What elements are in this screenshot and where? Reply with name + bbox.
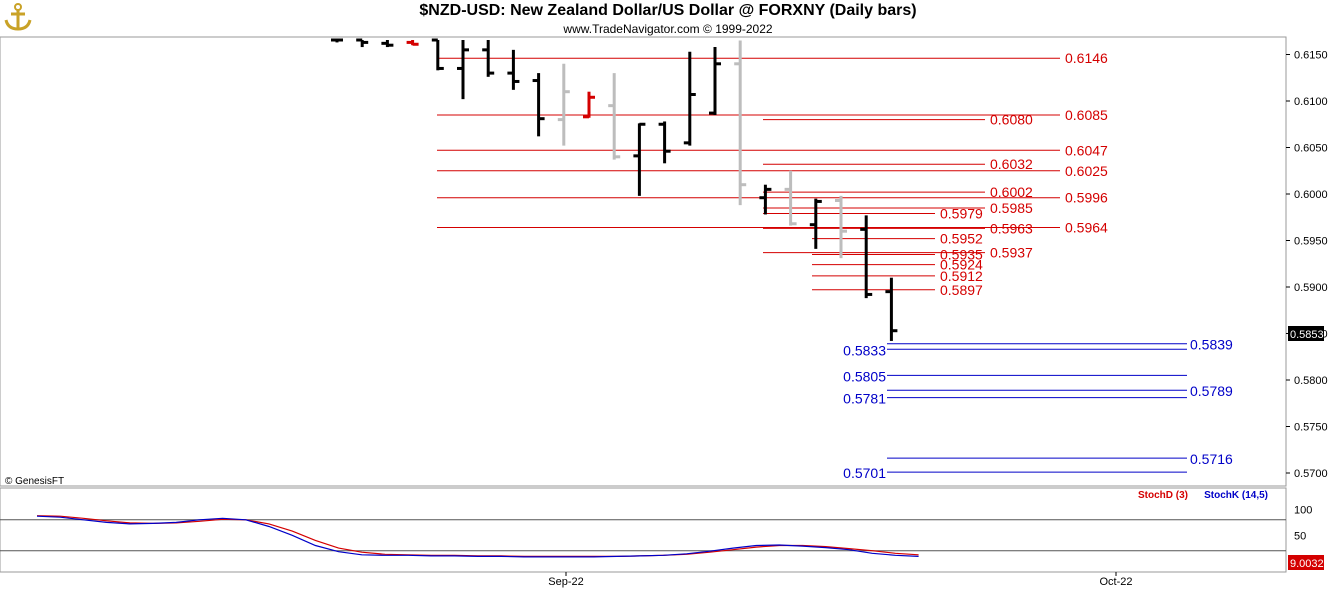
ohlc-bar [532,73,545,137]
resistance-label: 0.6025 [1065,163,1108,179]
support-label: 0.5839 [1190,337,1233,353]
last-price-badge [1288,326,1324,341]
stochd-legend: StochD (3) [1138,490,1188,501]
resistance-label: 0.6080 [990,112,1033,128]
ohlc-bar [860,215,873,299]
anchor-logo-icon [4,3,32,31]
resistance-label: 0.5897 [940,282,983,298]
resistance-label: 0.5937 [990,245,1033,261]
support-label: 0.5805 [843,368,886,384]
price-tick-label: 0.5900 [1294,282,1328,294]
ohlc-bar [734,40,747,206]
ohlc-bar [835,195,847,259]
support-label: 0.5789 [1190,383,1233,399]
copyright-label: © GenesisFT [5,476,64,487]
ohlc-bar [683,51,696,146]
price-tick-label: 0.5950 [1294,236,1328,248]
ohlc-bar [633,122,646,196]
resistance-label: 0.5979 [940,206,983,222]
ohlc-bar [658,121,671,164]
price-tick-label: 0.5700 [1294,468,1328,480]
resistance-label: 0.6002 [990,184,1033,200]
stoch-last-value: 9.0032 [1290,558,1324,570]
ohlc-bar [608,73,621,160]
ohlc-bar [709,47,721,115]
stochastic-panel [0,487,1287,573]
price-tick-label: 0.5750 [1294,422,1328,434]
ohlc-bar [759,184,772,215]
resistance-label: 0.6047 [1065,142,1108,158]
x-tick-label: Oct-22 [1099,576,1132,588]
chart-subtitle: www.TradeNavigator.com © 1999-2022 [563,22,773,36]
resistance-label: 0.5935 [940,246,983,262]
support-label: 0.5781 [843,391,886,407]
resistance-label: 0.5963 [990,220,1033,236]
ohlc-bar [381,40,394,48]
price-panel [0,36,1287,487]
ohlc-bar [431,38,444,71]
last-price-value: 0.5853 [1290,329,1324,341]
price-tick-label: 0.6050 [1294,143,1328,155]
price-tick-label: 0.6100 [1294,96,1328,108]
ohlc-bar [507,49,520,90]
resistance-label: 0.5924 [940,257,983,273]
ohlc-bar [356,38,369,48]
price-tick-label: 0.6000 [1294,189,1328,201]
price-tick-label: 0.5800 [1294,375,1328,387]
price-tick-label: 0.6150 [1294,50,1328,62]
resistance-label: 0.5912 [940,268,983,284]
ohlc-bar [331,38,343,43]
resistance-label: 0.5996 [1065,190,1108,206]
ohlc-bar [482,40,495,77]
ohlc-bar [557,63,570,146]
chart-title: $NZD-USD: New Zealand Dollar/US Dollar @… [419,2,917,19]
stoch-tick-label: 100 [1294,505,1312,517]
ohlc-bar [885,277,898,341]
stoch-tick-label: 50 [1294,530,1306,542]
resistance-label: 0.6032 [990,156,1033,172]
ohlc-bar [784,170,797,226]
resistance-label: 0.5964 [1065,219,1108,235]
ohlc-bar [809,198,822,249]
resistance-label: 0.5985 [990,200,1033,216]
support-label: 0.5716 [1190,451,1233,467]
ohlc-bar [457,40,469,100]
resistance-label: 0.6146 [1065,50,1108,66]
support-label: 0.5833 [843,342,886,358]
resistance-label: 0.6085 [1065,107,1108,123]
ohlc-bar [583,91,595,119]
x-tick-label: Sep-22 [548,576,583,588]
stoch-last-badge [1288,555,1324,570]
ohlc-bar [406,40,419,46]
resistance-label: 0.5952 [940,231,983,247]
stochk-legend: StochK (14,5) [1204,490,1268,501]
stochk-line [36,515,919,558]
support-label: 0.5701 [843,465,886,481]
